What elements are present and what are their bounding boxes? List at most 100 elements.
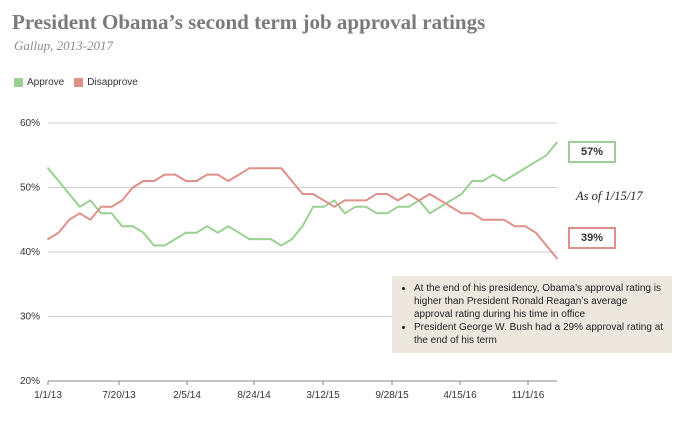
approve-point	[78, 205, 81, 208]
legend-label-disapprove: Disapprove	[87, 77, 138, 88]
disapprove-point	[418, 199, 421, 202]
as-of-label: As of 1/15/17	[576, 189, 643, 203]
disapprove-point	[153, 180, 155, 182]
approve-point	[57, 180, 60, 182]
approve-point	[407, 205, 410, 208]
approve-point	[110, 212, 113, 215]
disapprove-point	[344, 199, 346, 202]
disapprove-point	[121, 199, 124, 202]
disapprove-point	[78, 212, 81, 215]
approve-point	[89, 199, 92, 202]
approve-point	[163, 244, 166, 247]
approve-point	[524, 167, 527, 170]
disapprove-end-value: 39%	[568, 227, 616, 249]
y-tick-label: 20%	[20, 376, 40, 387]
disapprove-point	[68, 218, 71, 221]
disapprove-point	[184, 180, 187, 182]
disapprove-point	[227, 180, 230, 182]
approve-point	[344, 212, 346, 215]
disapprove-point	[439, 199, 442, 202]
disapprove-point	[142, 180, 145, 182]
approve-point	[68, 193, 71, 195]
approve-point	[121, 225, 124, 228]
approve-point	[397, 205, 399, 208]
disapprove-point	[397, 199, 399, 202]
legend-label-approve: Approve	[27, 77, 65, 88]
approve-point	[492, 173, 495, 176]
approve-point	[131, 225, 134, 228]
legend-item-disapprove: Disapprove	[74, 77, 138, 88]
disapprove-point	[534, 231, 537, 234]
approve-point	[556, 141, 558, 144]
x-tick-label: 8/24/14	[237, 390, 271, 401]
approve-point	[428, 212, 431, 215]
y-tick-label: 50%	[20, 183, 40, 194]
approve-point	[471, 180, 474, 182]
disapprove-point	[513, 225, 516, 228]
disapprove-point	[481, 218, 484, 221]
approve-point	[513, 173, 516, 176]
disapprove-point	[57, 231, 60, 234]
disapprove-point	[492, 218, 495, 221]
disapprove-point	[386, 193, 389, 195]
chart-subtitle: Gallup, 2013-2017	[14, 38, 113, 53]
approve-point	[237, 231, 240, 234]
approve-point	[534, 160, 537, 163]
y-tick-label: 40%	[20, 247, 40, 258]
approve-point	[195, 231, 198, 234]
approve-point	[386, 212, 389, 215]
disapprove-point	[354, 199, 357, 202]
approve-point	[174, 238, 177, 241]
disapprove-point	[163, 173, 166, 176]
notes-box: At the end of his presidency, Obama’s ap…	[392, 276, 672, 353]
approve-end-value: 57%	[568, 141, 616, 163]
approve-point	[269, 238, 272, 241]
x-tick-label: 3/12/15	[306, 390, 340, 401]
approve-point	[280, 244, 283, 247]
disapprove-point	[375, 193, 378, 195]
disapprove-point	[131, 186, 134, 189]
legend: Approve Disapprove	[14, 77, 138, 88]
approve-point	[312, 205, 315, 208]
approve-point	[481, 180, 484, 182]
disapprove-point	[365, 199, 368, 202]
approve-point	[142, 231, 145, 234]
x-tick-label: 2/5/14	[173, 390, 201, 401]
approve-point	[503, 180, 505, 182]
approve-point	[333, 199, 336, 202]
disapprove-point	[407, 193, 410, 195]
disapprove-point	[89, 218, 92, 221]
approve-point	[354, 205, 357, 208]
note-item: President George W. Bush had a 29% appro…	[414, 321, 666, 347]
approve-point	[259, 238, 261, 241]
disapprove-point	[290, 180, 293, 182]
approve-point	[100, 212, 102, 215]
approve-point	[227, 225, 230, 228]
approve-point	[365, 205, 368, 208]
disapprove-point	[322, 199, 325, 202]
legend-swatch-approve	[14, 78, 23, 87]
approve-point	[184, 231, 187, 234]
approve-point	[375, 212, 378, 215]
disapprove-point	[503, 218, 505, 221]
disapprove-point	[47, 238, 49, 241]
x-tick-label: 7/20/13	[102, 390, 136, 401]
disapprove-point	[428, 193, 431, 195]
disapprove-point	[280, 167, 283, 170]
approve-point	[545, 154, 548, 157]
approve-point	[153, 244, 155, 247]
chart-title: President Obama’s second term job approv…	[12, 10, 486, 34]
note-item: At the end of his presidency, Obama’s ap…	[414, 282, 666, 321]
disapprove-point	[195, 180, 198, 182]
disapprove-point	[216, 173, 219, 176]
legend-item-approve: Approve	[14, 77, 64, 88]
legend-swatch-disapprove	[74, 78, 84, 87]
disapprove-point	[100, 205, 102, 208]
disapprove-point	[174, 173, 177, 176]
approve-point	[439, 205, 442, 208]
disapprove-point	[333, 205, 336, 208]
disapprove-point	[556, 257, 558, 260]
x-tick-label: 4/15/16	[443, 390, 477, 401]
disapprove-point	[471, 212, 474, 215]
